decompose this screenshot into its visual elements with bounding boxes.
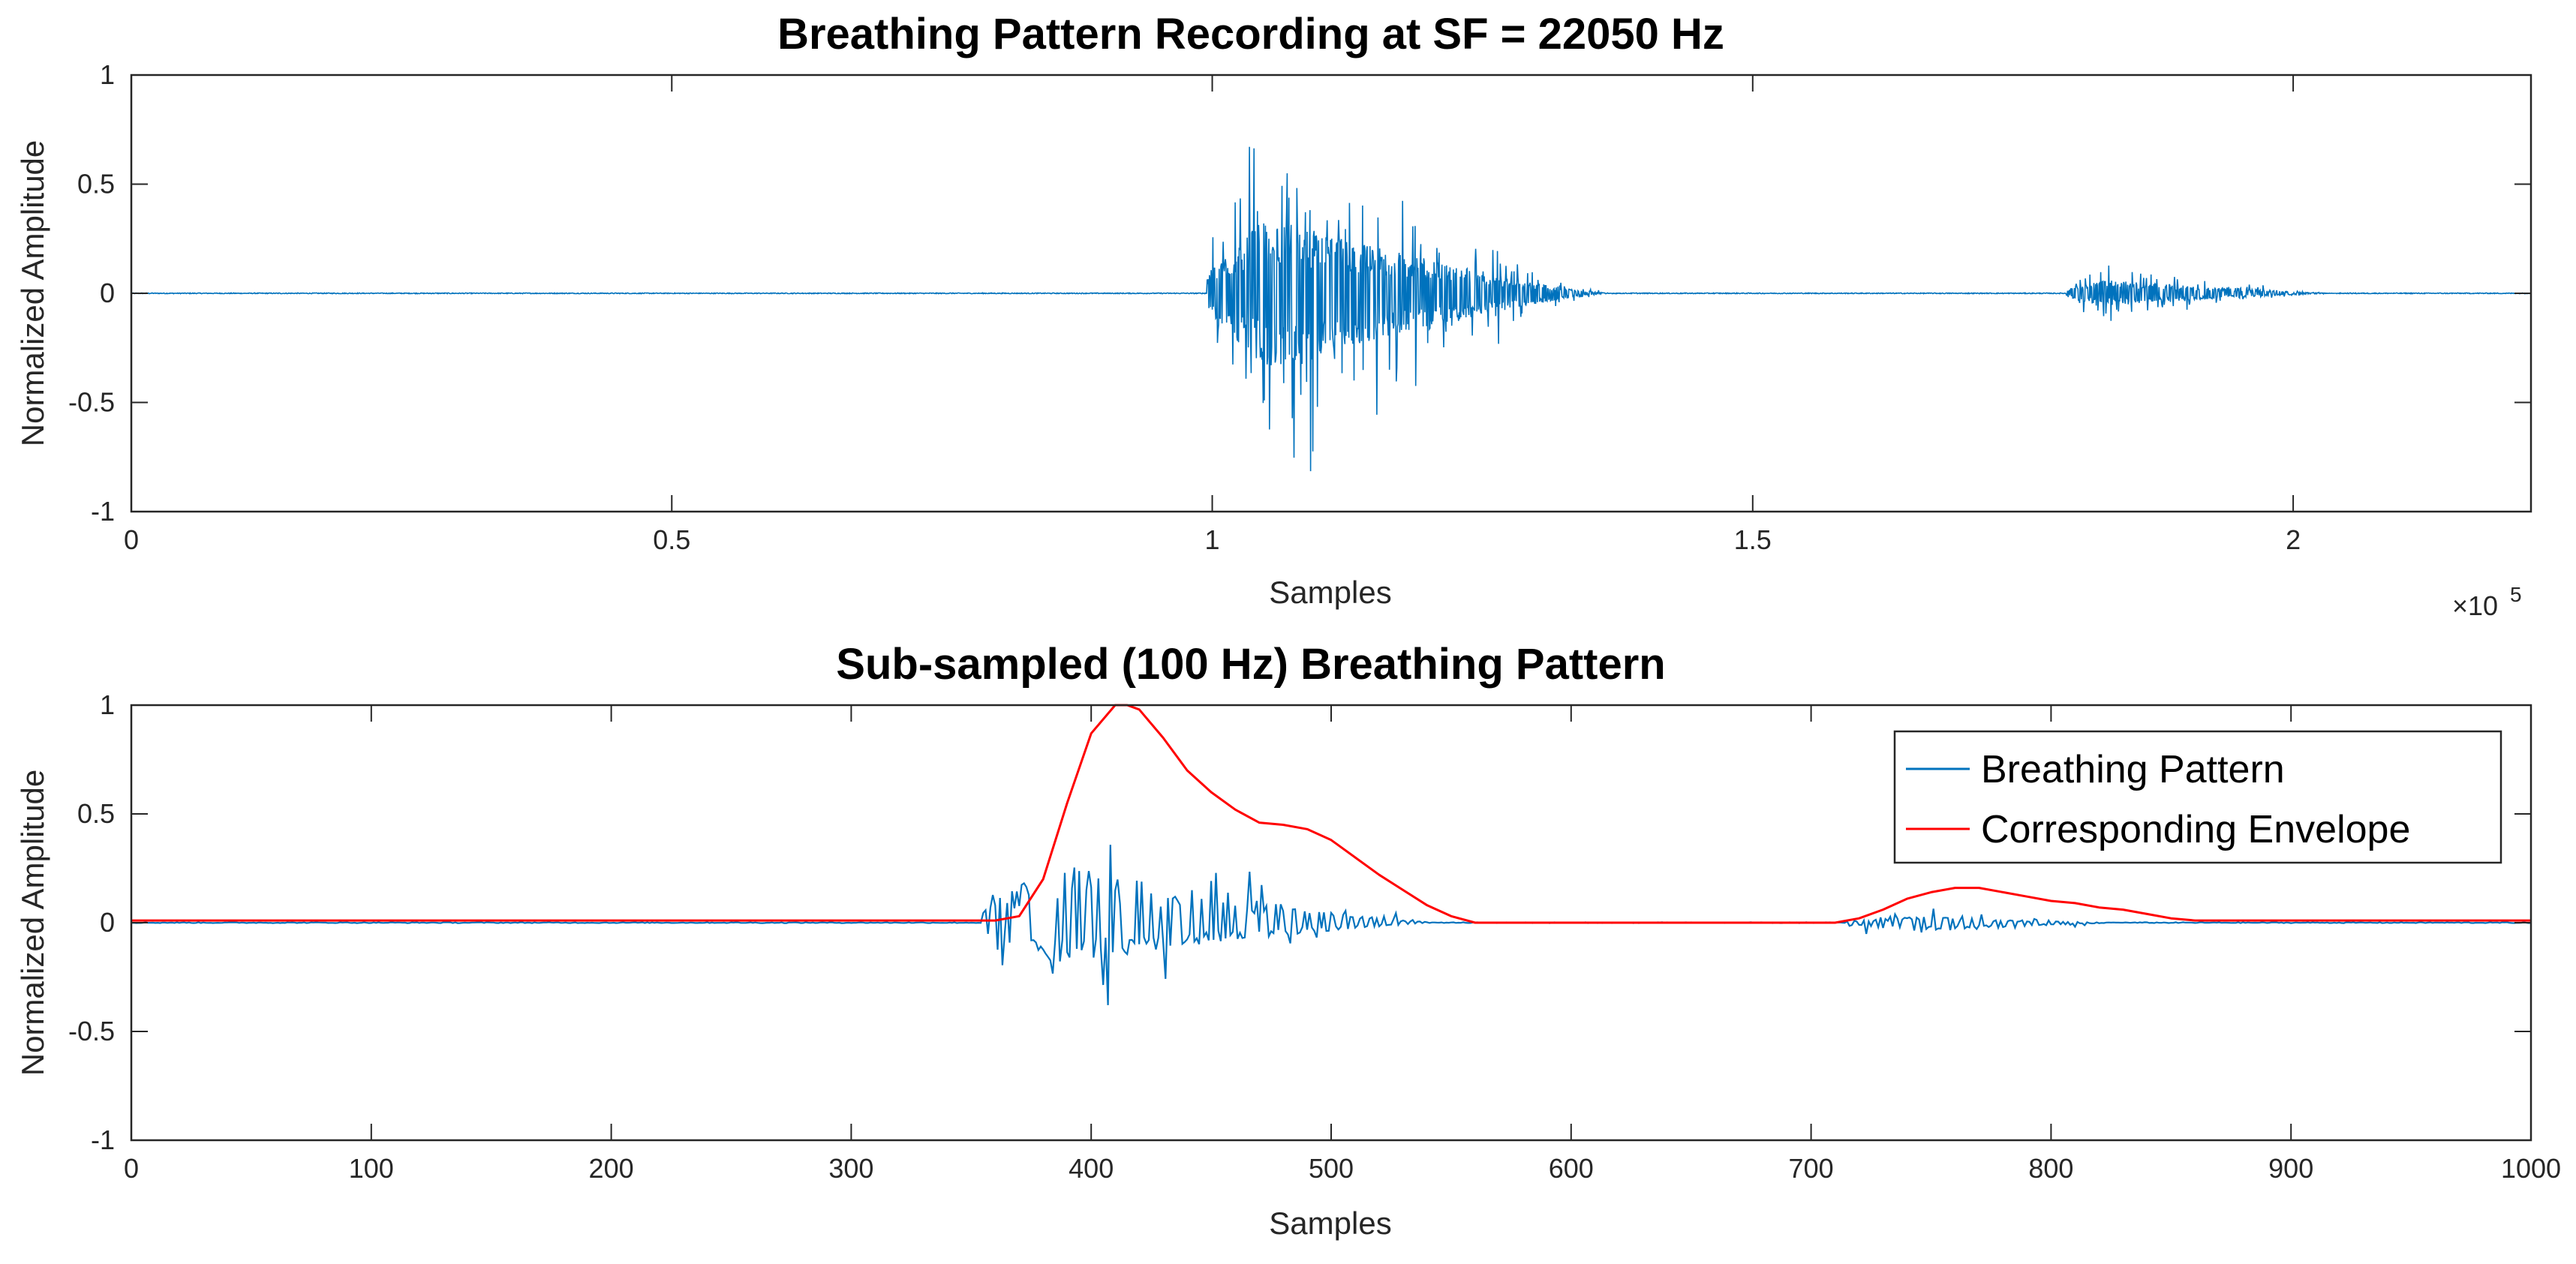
y-tick-label: -1	[91, 1124, 115, 1155]
chart-title: Breathing Pattern Recording at SF = 2205…	[777, 10, 1724, 59]
x-exponent-base: ×10	[2452, 590, 2498, 621]
x-tick-label: 700	[1789, 1153, 1834, 1184]
x-axis-label: Samples	[1269, 575, 1391, 610]
legend-label-breathing: Breathing Pattern	[1981, 748, 2285, 791]
y-tick-label: 1	[100, 689, 115, 720]
y-tick-label: 0	[100, 278, 115, 308]
x-tick-label: 400	[1069, 1153, 1114, 1184]
y-ticks: -1 -0.5 0 0.5 1	[68, 689, 2531, 1155]
y-tick-label: 0.5	[77, 169, 115, 200]
x-tick-label: 0	[124, 524, 139, 555]
y-tick-label: 0.5	[77, 798, 115, 829]
legend: Breathing Pattern Corresponding Envelope	[1893, 730, 2502, 864]
x-ticks: 0 100 200 300 400 500 600 700 800 900 1000	[124, 705, 2561, 1184]
legend-box	[1893, 730, 2502, 864]
x-tick-label: 0	[124, 1153, 139, 1184]
y-axis-label: Normalized Amplitude	[15, 140, 50, 447]
x-tick-label: 2	[2286, 524, 2301, 555]
x-tick-label: 600	[1549, 1153, 1594, 1184]
y-tick-label: -1	[91, 496, 115, 527]
y-axis-label: Normalized Amplitude	[15, 770, 50, 1076]
x-exponent-power: 5	[2510, 583, 2522, 606]
x-tick-label: 100	[349, 1153, 394, 1184]
chart-raw-recording: Breathing Pattern Recording at SF = 2205…	[15, 10, 2532, 621]
y-tick-label: -0.5	[68, 1016, 115, 1046]
plot-area	[131, 146, 2532, 472]
x-tick-label: 900	[2268, 1153, 2313, 1184]
x-tick-label: 300	[828, 1153, 873, 1184]
y-tick-label: 1	[100, 59, 115, 90]
chart-title: Sub-sampled (100 Hz) Breathing Pattern	[836, 640, 1665, 689]
x-tick-label: 500	[1309, 1153, 1354, 1184]
series-line-raw-signal	[131, 146, 2532, 472]
x-tick-label: 1.5	[1734, 524, 1772, 555]
x-tick-label: 800	[2028, 1153, 2073, 1184]
y-tick-label: 0	[100, 907, 115, 938]
y-tick-label: -0.5	[68, 387, 115, 418]
x-tick-label: 1	[1205, 524, 1220, 555]
chart-subsampled: Sub-sampled (100 Hz) Breathing Pattern 0…	[15, 640, 2561, 1241]
x-tick-label: 200	[589, 1153, 634, 1184]
series-line-breathing-pattern	[131, 845, 2532, 1005]
x-tick-label: 1000	[2501, 1153, 2561, 1184]
x-tick-label: 0.5	[653, 524, 690, 555]
x-ticks: 0 0.5 1 1.5 2	[124, 75, 2301, 555]
y-ticks: -1 -0.5 0 0.5 1	[68, 59, 2531, 527]
legend-label-envelope: Corresponding Envelope	[1981, 808, 2410, 851]
x-axis-label: Samples	[1269, 1205, 1391, 1241]
